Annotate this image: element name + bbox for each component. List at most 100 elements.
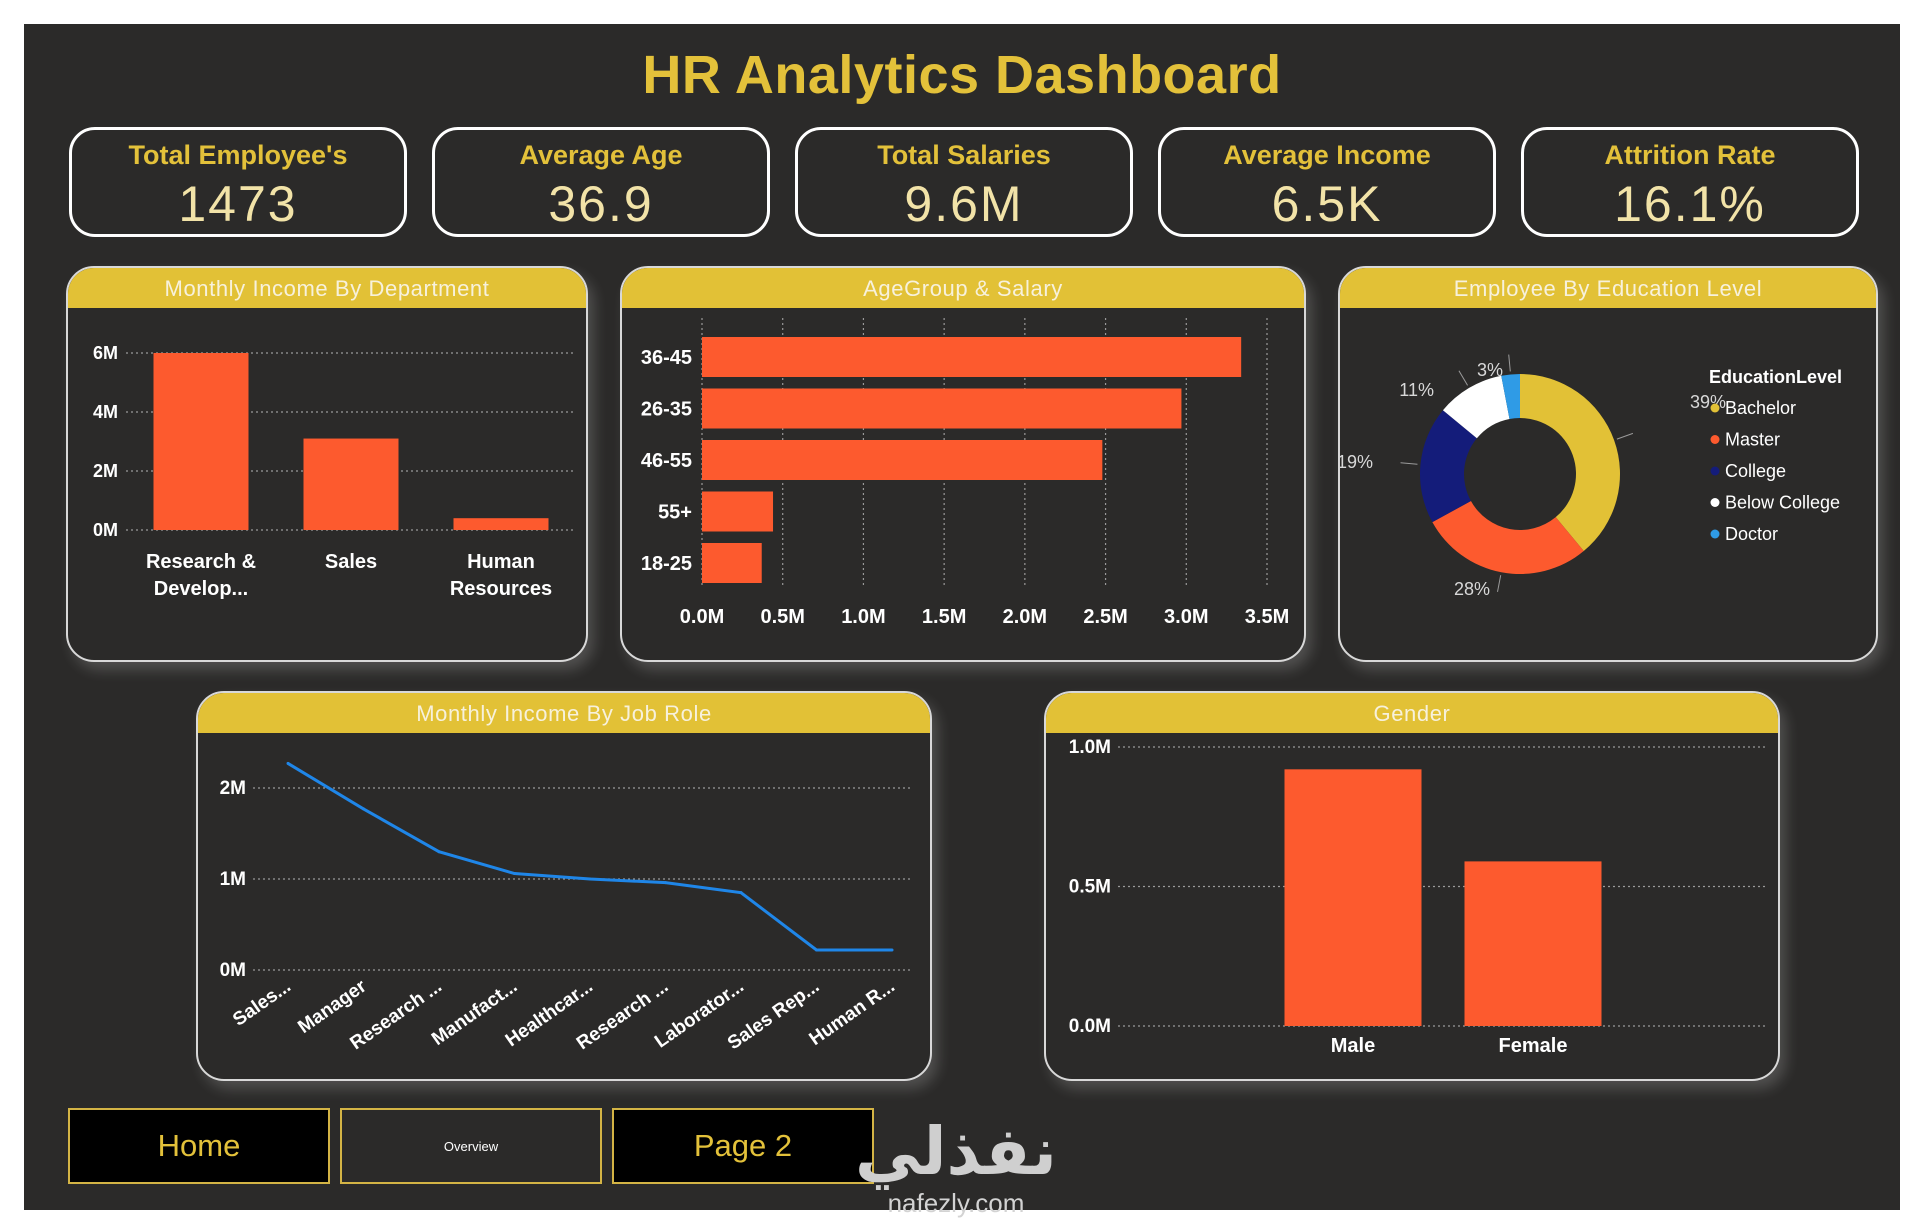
gender-bar-chart: 0.0M 0.5M 1.0M Male Female <box>1069 737 1768 1057</box>
y-tick-label: 4M <box>93 402 118 422</box>
x-tick-label: 3.0M <box>1164 606 1208 628</box>
kpi-card-attrition-rate: Attrition Rate 16.1% <box>1521 127 1859 237</box>
x-tick-label: Research & <box>146 551 256 573</box>
data-label: 11% <box>1399 380 1434 400</box>
data-point <box>664 881 667 885</box>
kpi-value: 9.6M <box>904 176 1024 232</box>
leader-line <box>1508 354 1511 372</box>
legend-title: EducationLevel <box>1709 367 1842 387</box>
data-point <box>890 948 894 952</box>
y-tick-label: 0M <box>220 960 246 981</box>
x-tick-label: 2.5M <box>1083 606 1127 628</box>
x-tick-label: 1.5M <box>922 606 966 628</box>
card-education-level: Employee By Education Level 39% 28% 19% 11%… <box>1338 266 1878 662</box>
legend-item: Bachelor <box>1725 398 1796 418</box>
overview-button[interactable]: Overview <box>340 1108 602 1184</box>
y-tick-label: 0M <box>93 520 118 540</box>
income-line <box>287 762 892 952</box>
kpi-card-average-income: Average Income 6.5K <box>1158 127 1496 237</box>
y-tick-label: 18-25 <box>641 553 692 575</box>
card-title: AgeGroup & Salary <box>622 268 1304 308</box>
page-title: HR Analytics Dashboard <box>642 45 1282 105</box>
kpi-card-total-employees: Total Employee's 1473 <box>69 127 407 237</box>
legend-item: Master <box>1725 430 1780 450</box>
kpi-label: Average Income <box>1223 140 1431 170</box>
card-income-by-department: Monthly Income By Department 0M 2M 4M 6M Res… <box>66 266 588 662</box>
x-tick-label: Human <box>467 551 535 573</box>
kpi-label: Total Employee's <box>128 140 348 170</box>
legend-marker <box>1710 529 1720 539</box>
y-tick-label: 0.0M <box>1069 1016 1111 1037</box>
y-tick-label: 46-55 <box>641 450 692 472</box>
card-agegroup-salary: AgeGroup & Salary 0.0M 0.5M 1.0M 1.5M 2.0M 2.… <box>620 266 1306 662</box>
watermark-logo: نفذلي nafezly.com <box>855 1118 1057 1216</box>
leader-line <box>1400 462 1418 465</box>
donut-slice-college <box>1420 410 1477 523</box>
bar-0 <box>153 353 249 530</box>
x-tick-label: Resources <box>450 578 552 600</box>
y-tick-label: 2M <box>220 778 246 799</box>
x-tick-label: Female <box>1499 1035 1568 1057</box>
bar-3 <box>702 491 774 532</box>
donut-slice-doctor <box>1501 374 1520 419</box>
y-tick-label: 26-35 <box>641 399 692 421</box>
data-point <box>513 872 516 876</box>
department-bar-chart: 0M 2M 4M 6M Research & Develop... Sales Human Re… <box>93 343 576 600</box>
x-tick-label: Sales... <box>229 976 295 1031</box>
kpi-value: 36.9 <box>548 176 654 232</box>
legend-marker <box>1710 403 1720 413</box>
kpi-card-average-age: Average Age 36.9 <box>432 127 770 237</box>
x-tick-label: Male <box>1331 1035 1375 1057</box>
x-tick-label: Develop... <box>154 578 248 600</box>
y-tick-label: 55+ <box>658 502 692 524</box>
card-title: Gender <box>1046 693 1778 733</box>
bar-4 <box>702 543 762 583</box>
card-income-by-job-role: Monthly Income By Job Role 0M 1M 2M Sales..… <box>196 691 932 1081</box>
kpi-value: 16.1% <box>1614 176 1766 232</box>
data-point <box>437 850 441 854</box>
kpi-label: Total Salaries <box>877 140 1051 170</box>
legend-marker <box>1710 435 1720 444</box>
bar-1 <box>303 438 399 530</box>
watermark-url: nafezly.com <box>887 1188 1025 1218</box>
x-tick-label: 3.5M <box>1245 606 1289 628</box>
x-tick-label: 0.0M <box>680 606 724 628</box>
kpi-value: 1473 <box>178 176 298 232</box>
legend-item: College <box>1725 461 1786 481</box>
home-button[interactable]: Home <box>68 1108 330 1184</box>
page2-button[interactable]: Page 2 <box>612 1108 874 1184</box>
card-title: Monthly Income By Job Role <box>198 693 930 733</box>
bar-1 <box>702 388 1182 429</box>
leader-line <box>1458 370 1468 386</box>
bar-female <box>1464 861 1602 1026</box>
data-label: 39% <box>1690 392 1726 412</box>
legend-item: Doctor <box>1725 524 1778 544</box>
data-point <box>362 807 365 811</box>
kpi-card-total-salaries: Total Salaries 9.6M <box>795 127 1133 237</box>
kpi-label: Average Age <box>519 140 683 170</box>
data-point <box>739 891 743 895</box>
education-donut-chart: 39% 28% 19% 11% 3% EducationLevel Bachelor Mast… <box>1340 354 1842 599</box>
data-point <box>815 948 818 952</box>
legend-marker <box>1710 466 1720 476</box>
card-gender: Gender 0.0M 0.5M 1.0M Male Female <box>1044 691 1780 1081</box>
data-label: 28% <box>1454 579 1490 599</box>
card-title: Monthly Income By Department <box>68 268 586 308</box>
donut-slice-master <box>1432 500 1584 574</box>
y-tick-label: 1.0M <box>1069 737 1111 758</box>
agegroup-bar-chart: 0.0M 0.5M 1.0M 1.5M 2.0M 2.5M 3.0M 3.5M 36-45 26-… <box>641 318 1289 628</box>
kpi-value: 6.5K <box>1271 176 1383 232</box>
donut-slice-below-college <box>1442 375 1510 439</box>
y-tick-label: 2M <box>93 461 118 481</box>
donut-slice-bachelor <box>1520 374 1620 552</box>
y-tick-label: 0.5M <box>1069 877 1111 898</box>
data-label: 3% <box>1477 360 1503 380</box>
bar-male <box>1284 769 1422 1026</box>
leader-line <box>1616 432 1634 440</box>
data-label: 19% <box>1340 452 1373 472</box>
bar-2 <box>702 440 1103 480</box>
data-point <box>588 877 592 881</box>
y-tick-label: 36-45 <box>641 347 692 369</box>
y-tick-label: 6M <box>93 343 118 363</box>
